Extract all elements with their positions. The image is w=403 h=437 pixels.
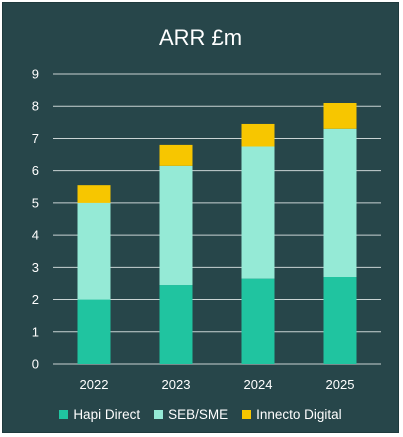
y-tick-label: 0	[32, 357, 39, 372]
x-tick-label: 2022	[80, 377, 109, 392]
chart-plot: 0 1 2 3 4 5 6 7 8 9 2022 2023 2024 2025	[32, 67, 381, 392]
bar-innecto-digital-2022	[77, 185, 111, 203]
y-tick-label: 7	[32, 131, 39, 146]
chart-title: ARR £m	[158, 25, 243, 50]
chart-card: ARR £m 0 1 2 3 4 5 6 7 8 9 2022 2023 2024 2025 Hapi D…	[2, 2, 399, 433]
bar-hapi-direct-2022	[77, 299, 111, 364]
chart-legend: Hapi Direct SEB/SME Innecto Digital	[3, 407, 398, 422]
legend-swatch-seb-sme	[154, 410, 164, 419]
bar-innecto-digital-2025	[323, 103, 357, 129]
bar-hapi-direct-2024	[241, 278, 275, 364]
x-tick-label: 2025	[326, 377, 355, 392]
x-tick-label: 2024	[244, 377, 273, 392]
bar-hapi-direct-2025	[323, 277, 357, 364]
legend-swatch-innecto-digital	[242, 410, 252, 419]
bar-innecto-digital-2024	[241, 123, 275, 147]
legend-label-seb-sme: SEB/SME	[168, 407, 229, 422]
bar-seb-sme-2024	[241, 146, 275, 279]
y-tick-label: 3	[32, 260, 39, 275]
bar-hapi-direct-2023	[159, 285, 193, 364]
bar-seb-sme-2022	[77, 202, 111, 300]
legend-item-innecto-digital: Innecto Digital	[242, 407, 342, 422]
legend-item-hapi-direct: Hapi Direct	[59, 407, 140, 422]
x-tick-label: 2023	[162, 377, 191, 392]
legend-swatch-hapi-direct	[59, 410, 69, 419]
y-tick-label: 6	[32, 163, 39, 178]
bar-seb-sme-2023	[159, 165, 193, 286]
legend-label-innecto-digital: Innecto Digital	[256, 407, 342, 422]
y-tick-label: 4	[32, 228, 39, 243]
y-tick-label: 1	[32, 324, 39, 339]
legend-label-hapi-direct: Hapi Direct	[73, 407, 141, 422]
bar-seb-sme-2025	[323, 128, 357, 277]
y-tick-label: 9	[32, 67, 39, 82]
y-tick-label: 2	[32, 292, 39, 307]
y-tick-label: 5	[32, 195, 39, 210]
legend-item-seb-sme: SEB/SME	[154, 407, 228, 422]
y-tick-label: 8	[32, 99, 39, 114]
bar-innecto-digital-2023	[159, 144, 193, 166]
